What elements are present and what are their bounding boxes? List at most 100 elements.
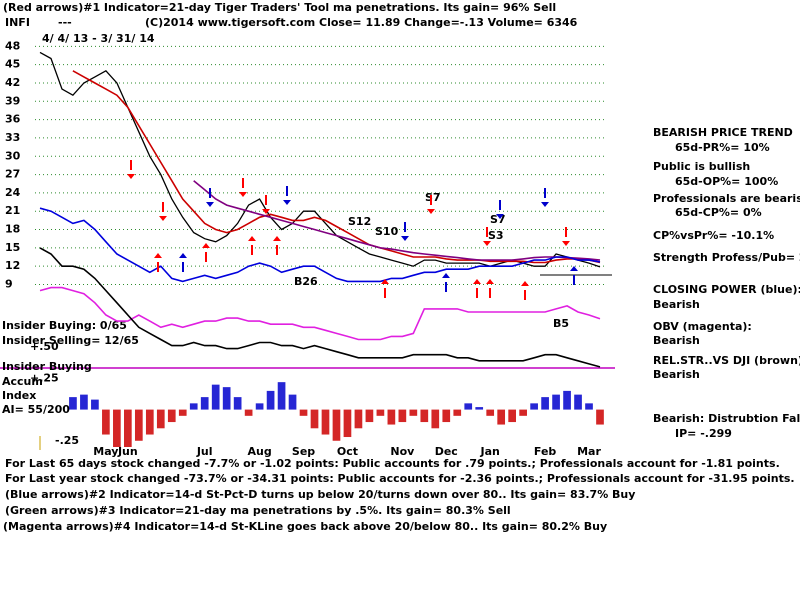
bar xyxy=(113,409,121,447)
x-tick-label: Jun xyxy=(117,445,138,458)
signal-arrow-head xyxy=(202,243,210,248)
y-tick-label: 24 xyxy=(5,186,21,199)
y-tick-label: 39 xyxy=(5,94,20,107)
side-text: IP= -.299 xyxy=(675,427,732,440)
x-tick-label: Aug xyxy=(247,445,271,458)
bar xyxy=(508,409,516,423)
bar xyxy=(244,409,253,416)
bar xyxy=(475,407,484,410)
x-tick-label: Feb xyxy=(534,445,557,458)
bar xyxy=(442,409,451,423)
y-tick-label: 30 xyxy=(5,149,21,162)
x-tick-label: Nov xyxy=(390,445,415,458)
bar xyxy=(365,409,374,423)
y-tick-label: 45 xyxy=(5,58,20,71)
series-line xyxy=(39,286,601,341)
bar xyxy=(563,390,571,410)
signal-arrow-head xyxy=(248,236,256,241)
bar xyxy=(211,384,220,410)
annotation: S7 xyxy=(425,191,441,204)
signal-arrow-head xyxy=(562,241,570,246)
bar xyxy=(321,409,330,435)
x-tick-label: Jan xyxy=(480,445,500,458)
bar xyxy=(343,409,352,438)
left-label: AI= 55/200 xyxy=(2,403,70,416)
x-tick-label: Mar xyxy=(577,445,601,458)
annotation: B5 xyxy=(553,317,569,330)
bar xyxy=(255,403,264,410)
left-label: Index xyxy=(2,389,36,402)
bar xyxy=(80,394,88,410)
bar xyxy=(431,409,440,429)
side-text: Public is bullish xyxy=(653,160,750,173)
signal-arrow-head xyxy=(127,174,135,179)
x-tick-label: Sep xyxy=(292,445,315,458)
signal-arrow-head xyxy=(206,202,214,207)
annotation: S3 xyxy=(488,229,504,242)
bar xyxy=(299,409,308,416)
side-text: REL.STR..VS DJI (brown): xyxy=(653,354,800,367)
bar xyxy=(354,409,363,429)
footer-line: (Green arrows)#3 Indicator=21-day ma pen… xyxy=(5,504,511,517)
series-line xyxy=(39,207,601,283)
series-line xyxy=(39,247,601,368)
y-tick-label: +.50 xyxy=(30,340,59,353)
side-text: BEARISH PRICE TREND xyxy=(653,126,793,139)
bar xyxy=(124,409,132,447)
bar xyxy=(200,397,209,410)
y-tick-label: -.25 xyxy=(55,434,79,447)
bar xyxy=(420,409,429,423)
bar xyxy=(409,409,418,416)
annotation: S10 xyxy=(375,225,399,238)
signal-arrow-head xyxy=(541,202,549,207)
side-text: Strength Profess/Pub= 2.3 xyxy=(653,251,800,264)
signal-arrow-head xyxy=(262,209,270,214)
y-tick-label: 27 xyxy=(5,168,20,181)
bar xyxy=(277,382,286,410)
y-tick-label: 36 xyxy=(5,113,21,126)
x-tick-label: Jul xyxy=(196,445,213,458)
side-text: OBV (magenta): xyxy=(653,320,752,333)
signal-arrow-head xyxy=(442,273,450,278)
bar xyxy=(222,387,231,410)
y-tick-label: 15 xyxy=(5,241,20,254)
y-tick-label: 18 xyxy=(5,223,20,236)
footer-line: (Blue arrows)#2 Indicator=14-d St-Pct-D … xyxy=(5,488,635,501)
left-label: Insider Buying xyxy=(2,360,92,373)
bar xyxy=(145,409,154,435)
bar xyxy=(387,409,396,425)
date-range: 4/ 4/ 13 - 3/ 31/ 14 xyxy=(42,32,155,45)
bar xyxy=(530,403,538,410)
bar xyxy=(486,409,495,416)
bar xyxy=(497,409,506,425)
annotation: S12 xyxy=(348,215,371,228)
series-line xyxy=(72,70,601,264)
bar xyxy=(574,394,582,410)
bar xyxy=(91,399,99,410)
y-tick-label: 33 xyxy=(5,131,20,144)
bar xyxy=(69,397,77,410)
signal-arrow-head xyxy=(273,236,281,241)
dashes: --- xyxy=(58,16,72,29)
signal-arrow-head xyxy=(486,279,494,284)
y-tick-label: +.25 xyxy=(30,371,59,384)
footer-line: (Magenta arrows)#4 Indicator=14-d St-KLi… xyxy=(3,520,607,533)
signal-arrow-head xyxy=(521,281,529,286)
signal-arrow-head xyxy=(483,241,491,246)
bar xyxy=(596,409,604,425)
bar xyxy=(464,403,473,410)
bar xyxy=(178,409,187,416)
signal-arrow-head xyxy=(473,279,481,284)
annotation: B26 xyxy=(294,275,318,288)
bar xyxy=(266,390,275,410)
side-text: 65d-CP%= 0% xyxy=(675,206,762,219)
footer-line: For Last year stock changed -73.7% or -3… xyxy=(5,472,795,485)
symbol: INFI xyxy=(5,16,30,29)
side-text: CP%vsPr%= -10.1% xyxy=(653,229,774,242)
bar xyxy=(541,397,549,410)
bar xyxy=(233,397,242,410)
side-text: Bearish xyxy=(653,334,700,347)
bar xyxy=(102,409,110,435)
signal-arrow-head xyxy=(427,209,435,214)
